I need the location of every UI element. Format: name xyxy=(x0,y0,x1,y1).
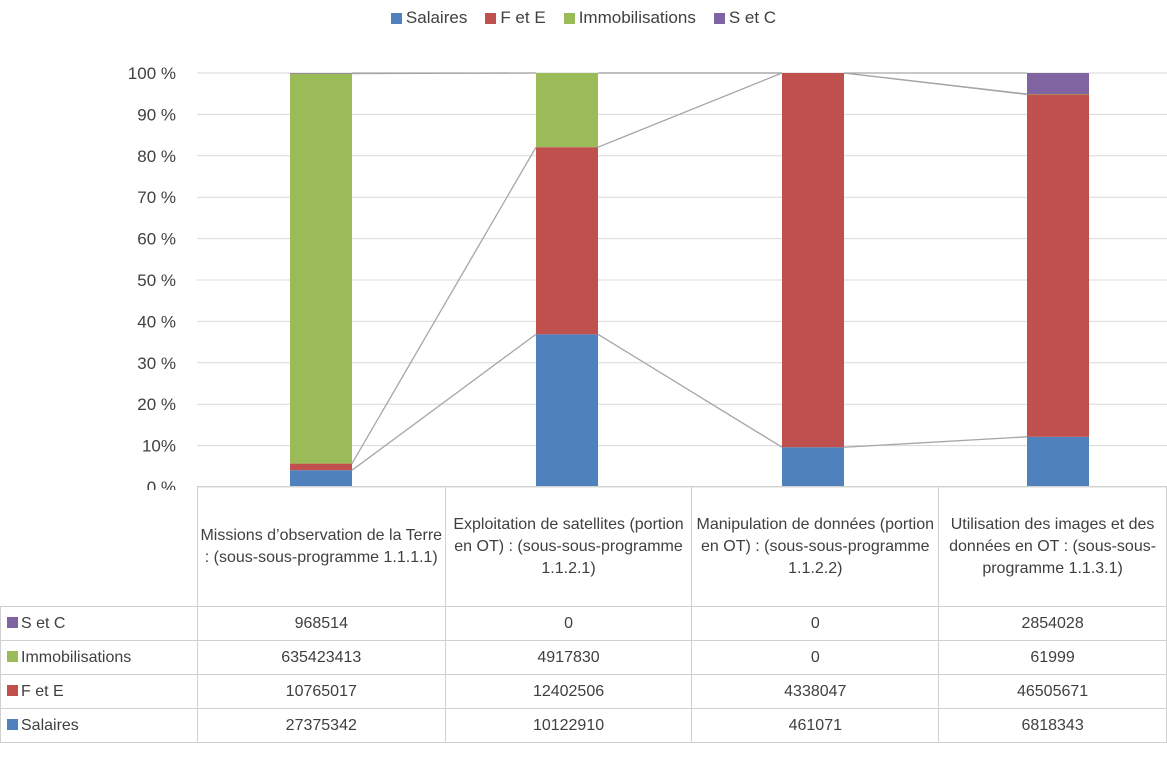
y-tick-label: 40 % xyxy=(137,312,176,331)
legend-label: S et C xyxy=(728,8,777,27)
category-label: Manipulation de données (portion en OT) … xyxy=(691,486,940,607)
bar-segment-salaires xyxy=(1027,436,1089,487)
y-tick-label: 70 % xyxy=(137,188,176,207)
series-line xyxy=(843,72,1028,95)
table-row: S et C 968514 0 0 2854028 xyxy=(0,606,1167,641)
y-tick-label: 20 % xyxy=(137,395,176,414)
legend-swatch xyxy=(563,12,575,24)
table-corner xyxy=(0,486,198,607)
series-name-cell: Salaires xyxy=(0,708,198,743)
series-connector-lines xyxy=(351,72,1028,471)
data-label: 27375342 xyxy=(196,708,446,743)
table-row: F et E 10765017 12402506 4338047 46505671 xyxy=(0,674,1167,709)
data-label: 2854028 xyxy=(938,606,1167,641)
bar-segment-salaires xyxy=(782,447,844,487)
legend-key xyxy=(7,616,18,628)
legend-label: Immobilisations xyxy=(578,8,696,27)
y-tick-label: 30 % xyxy=(137,354,176,373)
data-label: 4917830 xyxy=(444,640,693,675)
legend-swatch xyxy=(390,12,402,24)
bar-segment-s-et-c xyxy=(1027,73,1089,95)
category-label: Utilisation des images et des données en… xyxy=(938,486,1167,607)
bar-segment-f-et-e xyxy=(290,463,352,471)
y-axis-tick-labels: 0 %10%20 %30 %40 %50 %60 %70 %80 %90 %10… xyxy=(128,64,176,490)
bar-segment-immobilisations xyxy=(290,73,352,464)
series-line xyxy=(597,72,783,148)
legend-swatch xyxy=(485,12,497,24)
bar-segment-salaires xyxy=(536,334,598,487)
data-label: 0 xyxy=(691,640,940,675)
legend-key xyxy=(7,718,18,730)
y-tick-label: 10% xyxy=(142,437,176,456)
bar-segment-salaires xyxy=(290,470,352,487)
bars xyxy=(290,73,1089,487)
bar-segment-immobilisations xyxy=(536,73,598,148)
category-label: Exploitation de satellites (portion en O… xyxy=(444,486,693,607)
data-label: 635423413 xyxy=(196,640,446,675)
series-line xyxy=(351,146,537,464)
legend-key xyxy=(7,684,18,696)
series-line xyxy=(843,436,1028,448)
y-tick-label: 100 % xyxy=(128,64,176,83)
series-name-cell: S et C xyxy=(0,606,198,641)
data-label: 6818343 xyxy=(938,708,1167,743)
table-row: Salaires 27375342 10122910 461071 6818343 xyxy=(0,708,1167,743)
bar-segment-f-et-e xyxy=(782,73,844,448)
data-label: 12402506 xyxy=(444,674,693,709)
y-tick-label: 50 % xyxy=(137,271,176,290)
data-label: 4338047 xyxy=(691,674,940,709)
legend-item: Salaires xyxy=(390,8,468,28)
data-label: 46505671 xyxy=(938,674,1167,709)
data-label: 968514 xyxy=(196,606,446,641)
y-tick-label: 60 % xyxy=(137,230,176,249)
legend-label: Salaires xyxy=(405,8,468,27)
legend: Salaires F et E Immobilisations S et C xyxy=(0,8,1167,28)
legend-label: F et E xyxy=(500,8,546,27)
data-label: 0 xyxy=(444,606,693,641)
data-label: 61999 xyxy=(938,640,1167,675)
data-label: 10765017 xyxy=(196,674,446,709)
legend-item: S et C xyxy=(713,8,777,28)
data-table: Missions d’observation de la Terre : (so… xyxy=(0,486,1167,743)
legend-key xyxy=(7,650,18,662)
bar-segment-f-et-e xyxy=(536,147,598,335)
stacked-percent-bar-chart: 0 %10%20 %30 %40 %50 %60 %70 %80 %90 %10… xyxy=(128,64,1167,490)
legend-item: F et E xyxy=(485,8,546,28)
data-label: 0 xyxy=(691,606,940,641)
series-name-cell: F et E xyxy=(0,674,198,709)
series-name-cell: Immobilisations xyxy=(0,640,198,675)
table-row: Immobilisations 635423413 4917830 0 61999 xyxy=(0,640,1167,675)
series-line xyxy=(597,333,783,448)
legend-swatch xyxy=(713,12,725,24)
y-tick-label: 80 % xyxy=(137,147,176,166)
data-label: 461071 xyxy=(691,708,940,743)
bar-segment-s-et-c xyxy=(290,73,352,74)
bar-segment-f-et-e xyxy=(1027,94,1089,437)
y-tick-label: 90 % xyxy=(137,105,176,124)
legend-item: Immobilisations xyxy=(563,8,696,28)
category-label: Missions d’observation de la Terre : (so… xyxy=(196,486,446,607)
data-label: 10122910 xyxy=(444,708,693,743)
series-line xyxy=(351,333,537,471)
